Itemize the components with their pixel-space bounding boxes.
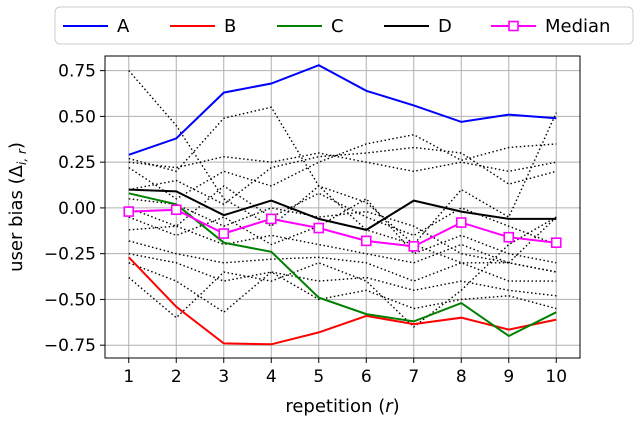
x-tick-label: 6 (361, 367, 372, 387)
user-line-dotted (128, 133, 557, 200)
x-tick-label: 4 (266, 367, 277, 387)
x-axis-label-open: ( (378, 396, 385, 417)
other-user-lines (128, 70, 557, 328)
series-marker-median (503, 231, 515, 243)
x-tick-label: 9 (503, 367, 514, 387)
user-line-dotted (128, 185, 557, 246)
user-line-dotted (128, 216, 557, 328)
legend-label-median: Median (545, 16, 610, 37)
y-tick-label: −0.75 (44, 336, 96, 356)
legend-marker-median (508, 20, 519, 32)
series-marker-median (313, 222, 325, 234)
series-marker-median (550, 237, 562, 248)
x-axis-label-variable: r (385, 396, 394, 417)
y-axis-label-text: user bias (6, 190, 27, 272)
series-line-median (128, 208, 557, 248)
y-tick-label: 0.50 (58, 107, 96, 127)
legend-label-c: C (331, 16, 344, 37)
legend-label-b: B (224, 16, 236, 37)
x-tick-label: 5 (313, 367, 324, 387)
user-line-dotted (128, 253, 557, 297)
y-tick-label: 0.00 (58, 199, 96, 219)
x-axis-label: repetition (r) (285, 396, 399, 417)
x-axis-label-close: ) (393, 396, 400, 417)
legend-label-a: A (117, 16, 130, 37)
series-marker-median (265, 213, 277, 225)
x-tick-label: 2 (171, 367, 182, 387)
user-line-dotted (128, 152, 557, 173)
series-marker-median (123, 206, 135, 217)
y-tick-label: −0.50 (44, 290, 96, 310)
y-axis-label-symbol: Δ (6, 164, 27, 177)
y-axis-label-close: ) (6, 142, 27, 149)
user-line-dotted (128, 240, 557, 282)
series-marker-median (170, 204, 182, 216)
series-marker-median (455, 217, 467, 228)
y-axis-label-open: ( (6, 177, 27, 184)
user-line-dotted (128, 146, 557, 206)
legend-box (54, 6, 634, 45)
x-tick-label: 3 (218, 367, 229, 387)
user-line-dotted (128, 262, 557, 314)
series-line-c (128, 192, 557, 338)
x-axis-label-text: repetition (285, 396, 372, 417)
user-line-dotted (128, 197, 557, 264)
y-axis-label-subscript: i, r (15, 148, 29, 165)
legend: A B C D Median (54, 6, 634, 45)
user-line-dotted (128, 225, 557, 273)
series-line-d (128, 188, 557, 231)
series-marker-median (218, 228, 230, 239)
axis-ticks: 1 2 3 4 5 6 7 8 9 10 −0.75 −0.50 −0.25 0.00 0.25 0.50 0.… (44, 62, 567, 387)
series-line-a (128, 64, 557, 156)
series-marker-median (408, 241, 420, 252)
legend-label-d: D (438, 16, 452, 37)
y-tick-label: 0.75 (58, 62, 96, 82)
series-marker-median (360, 235, 372, 247)
y-tick-label: −0.25 (44, 245, 96, 265)
plot-frame (104, 55, 581, 359)
y-axis-label: user bias (Δi, r) (6, 142, 29, 272)
x-tick-label: 8 (456, 367, 467, 387)
x-tick-label: 10 (545, 367, 567, 387)
x-tick-label: 1 (123, 367, 134, 387)
x-tick-label: 7 (408, 367, 419, 387)
y-tick-label: 0.25 (58, 153, 96, 173)
series-line-b (128, 256, 557, 346)
highlighted-series (123, 64, 562, 346)
user-line-dotted (128, 106, 557, 273)
